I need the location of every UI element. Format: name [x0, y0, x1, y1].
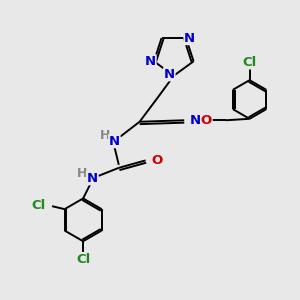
- Text: N: N: [190, 114, 201, 127]
- Text: N: N: [109, 135, 120, 148]
- Text: Cl: Cl: [31, 199, 45, 212]
- Text: O: O: [152, 154, 163, 167]
- Text: N: N: [184, 32, 195, 45]
- Text: N: N: [164, 68, 175, 81]
- Text: N: N: [86, 172, 98, 185]
- Text: H: H: [100, 129, 110, 142]
- Text: H: H: [77, 167, 88, 180]
- Text: Cl: Cl: [242, 56, 257, 69]
- Text: Cl: Cl: [76, 253, 90, 266]
- Text: N: N: [145, 55, 156, 68]
- Text: O: O: [201, 114, 212, 127]
